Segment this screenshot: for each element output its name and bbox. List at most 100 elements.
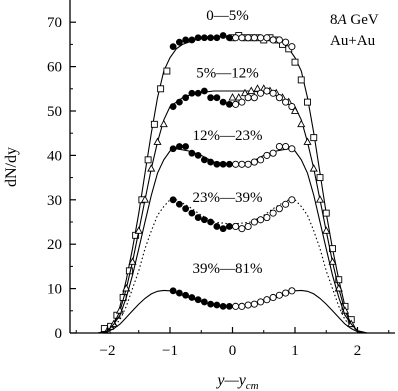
- open-triangle-point: [147, 164, 156, 172]
- open-circle-point: [275, 291, 283, 299]
- axes: 0 10 20 30 40 50 60 70 −2 −1 0 1 2: [47, 0, 395, 359]
- filled-circle-point: [213, 34, 221, 42]
- filled-circle-point: [188, 89, 196, 97]
- x-axis-title-subscript: cm: [246, 380, 259, 391]
- open-circle-point: [244, 301, 252, 309]
- filled-circle-point: [175, 38, 183, 46]
- filled-circle-point: [219, 32, 227, 39]
- open-circle-point: [263, 151, 271, 159]
- filled-circle-point: [225, 34, 233, 42]
- energy-unit: GeV: [347, 12, 379, 28]
- open-circle-point: [282, 142, 290, 151]
- open-circle-point: [282, 38, 290, 46]
- open-circle-point: [282, 200, 290, 208]
- series-label: 12%—23%: [193, 128, 263, 144]
- open-triangle-point: [234, 93, 243, 101]
- open-circle-point: [282, 289, 290, 297]
- open-circle-point: [269, 209, 277, 217]
- open-circle-point: [244, 160, 252, 168]
- open-triangle-point: [228, 93, 237, 101]
- series-1: 0—5%: [97, 7, 368, 334]
- open-square-point: [291, 58, 299, 66]
- open-circle-point: [288, 103, 296, 111]
- y-tick-label: 0: [55, 326, 63, 342]
- open-circle-point: [250, 34, 258, 42]
- open-triangle-point: [290, 106, 300, 114]
- open-circle-point: [250, 94, 258, 102]
- open-circle-point: [232, 302, 240, 310]
- series-label-background: [190, 190, 265, 207]
- open-circle-point: [257, 156, 265, 164]
- open-triangle-point: [247, 86, 256, 94]
- open-circle-point: [288, 43, 296, 51]
- filled-circle-point: [182, 205, 190, 213]
- filled-circle-point: [213, 223, 221, 230]
- open-circle-point: [257, 216, 265, 224]
- filled-circle-point: [225, 160, 233, 168]
- system-annotation: Au+Au: [330, 33, 376, 49]
- series-label: 5%—12%: [196, 66, 259, 82]
- open-circle-point: [269, 89, 277, 97]
- open-circle-point: [257, 298, 265, 306]
- open-square-point: [297, 76, 305, 84]
- filled-circle-point: [188, 36, 196, 44]
- x-tick-label: 1: [291, 343, 299, 359]
- series-4: 23%—39%: [101, 190, 364, 334]
- series-label: 0—5%: [206, 8, 249, 24]
- filled-circle-point: [188, 149, 196, 157]
- y-axis-title: dN/dy: [3, 147, 20, 187]
- filled-circle-point: [175, 289, 183, 297]
- open-circle-point: [263, 214, 271, 222]
- series-label-background: [204, 7, 251, 24]
- open-triangle-point: [303, 137, 312, 145]
- open-square-point: [316, 174, 324, 182]
- filled-circle-point: [188, 294, 196, 301]
- open-triangle-point: [322, 226, 331, 234]
- open-circle-point: [250, 158, 258, 166]
- open-circle-point: [288, 145, 296, 153]
- series-curve: [101, 289, 364, 334]
- y-tick-label: 30: [47, 193, 62, 209]
- open-triangle-point: [159, 119, 168, 128]
- filled-circle-point: [200, 298, 208, 306]
- open-circle-point: [244, 222, 252, 230]
- open-triangle-point: [315, 195, 325, 203]
- energy-annotation: 8A GeV: [330, 12, 379, 28]
- filled-circle-point: [175, 143, 183, 150]
- open-circle-point: [263, 296, 271, 304]
- open-circle-point: [288, 287, 296, 295]
- series-label-background: [190, 261, 265, 278]
- energy-italic: A: [337, 12, 348, 28]
- filled-circle-point: [219, 160, 227, 168]
- filled-circle-point: [182, 94, 190, 102]
- open-circle-point: [238, 34, 246, 42]
- filled-circle-point: [169, 43, 177, 51]
- open-circle-point: [282, 98, 290, 106]
- open-circle-point: [257, 34, 265, 42]
- open-circle-point: [244, 94, 252, 102]
- open-circle-point: [275, 142, 283, 151]
- open-circle-point: [257, 89, 265, 97]
- open-circle-point: [232, 222, 240, 230]
- y-tick-label: 40: [47, 148, 62, 164]
- x-tick-label: 2: [354, 343, 362, 359]
- filled-circle-point: [207, 300, 215, 308]
- series-5: 39%—81%: [101, 261, 364, 334]
- open-triangle-point: [309, 164, 318, 172]
- open-square-point: [144, 156, 152, 164]
- open-triangle-point: [153, 137, 162, 145]
- open-circle-point: [269, 149, 277, 157]
- series-2: 5%—12%: [97, 65, 368, 334]
- series-label-background: [190, 127, 265, 144]
- filled-circle-point: [169, 287, 177, 295]
- open-triangle-point: [297, 119, 306, 128]
- open-triangle-point: [122, 284, 131, 292]
- open-circle-point: [238, 98, 246, 106]
- y-tick-label: 10: [47, 282, 62, 298]
- open-triangle-point: [140, 195, 150, 203]
- filled-circle-point: [200, 156, 208, 164]
- filled-circle-point: [219, 225, 227, 233]
- filled-circle-point: [182, 143, 190, 150]
- filled-circle-point: [225, 100, 233, 108]
- x-tick-label: −1: [162, 343, 178, 359]
